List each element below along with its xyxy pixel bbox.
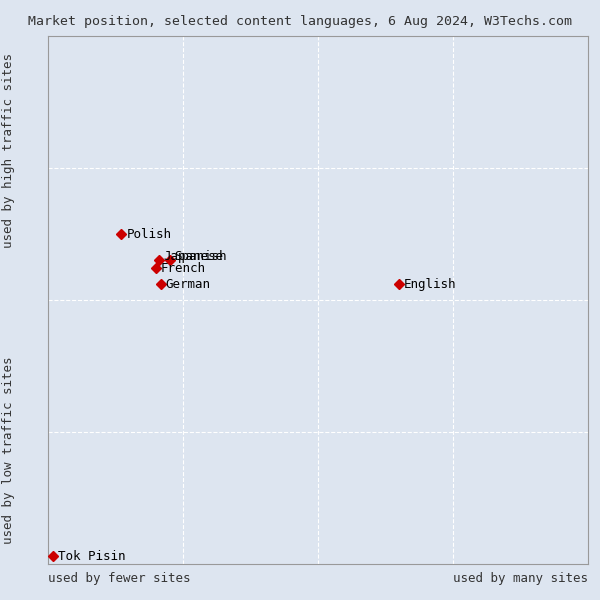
Text: Spanish: Spanish [174,250,226,263]
Text: Tok Pisin: Tok Pisin [58,550,125,563]
Text: Japanese: Japanese [163,250,223,263]
Text: used by many sites: used by many sites [453,572,588,585]
Text: English: English [403,278,456,290]
Text: Market position, selected content languages, 6 Aug 2024, W3Techs.com: Market position, selected content langua… [28,15,572,28]
Text: used by low traffic sites: used by low traffic sites [2,356,16,544]
Text: used by high traffic sites: used by high traffic sites [2,52,16,247]
Text: German: German [166,278,211,290]
Text: French: French [160,262,205,275]
Text: Polish: Polish [127,227,172,241]
Text: used by fewer sites: used by fewer sites [48,572,191,585]
